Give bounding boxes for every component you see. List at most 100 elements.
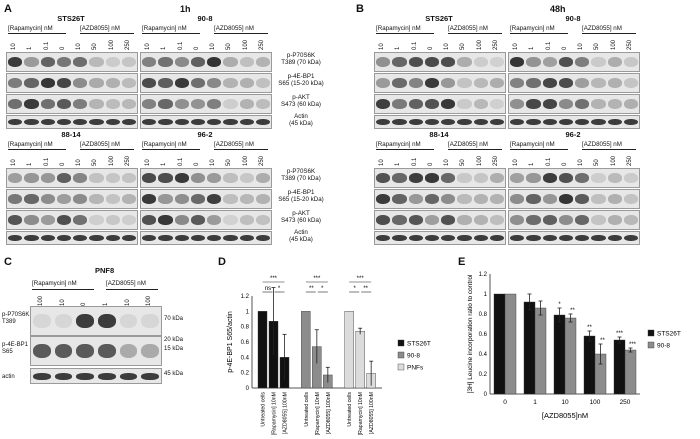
sig-label-left: ns <box>265 286 271 292</box>
blot-band <box>575 172 590 184</box>
lane-tick: 10 <box>76 159 83 166</box>
lane-tick: 50 <box>92 43 99 50</box>
blot-band <box>223 118 238 126</box>
lane-tick: 10 <box>379 43 386 50</box>
blot-band <box>121 214 136 226</box>
legend-swatch <box>647 341 655 349</box>
blot-band <box>542 98 557 110</box>
blot-band <box>239 214 254 226</box>
blot-band <box>457 234 472 242</box>
lane-tick: 1 <box>529 162 536 166</box>
y-tick-label: 0.6 <box>241 340 250 346</box>
lane-tick: 250 <box>258 39 265 50</box>
bar <box>257 311 268 389</box>
row-label: actin <box>2 374 15 381</box>
blot-strip <box>140 231 272 245</box>
blot-band <box>190 234 205 242</box>
y-tick-label: 0.6 <box>479 332 488 338</box>
blot-band <box>121 118 136 126</box>
blot-band <box>408 214 423 226</box>
row-label-detail: S473 (60 kDa) <box>281 217 321 225</box>
blot-band <box>441 56 456 68</box>
rapamycin-label: [Rapamycin] nM <box>8 25 53 32</box>
kda-label: 20 kDa <box>164 337 184 343</box>
blot-band <box>542 193 557 205</box>
legend-swatch <box>397 339 405 347</box>
lane-tick: 10 <box>210 159 217 166</box>
blot-band <box>239 118 254 126</box>
cell-line-title: 88-14 <box>61 130 81 139</box>
blot-band <box>8 56 23 68</box>
bar <box>355 331 365 389</box>
blot-strip <box>140 115 272 129</box>
azd8055-label: [AZD8055] nM <box>214 141 254 148</box>
lane-tick: 100 <box>610 39 617 50</box>
blot-band <box>8 77 23 89</box>
blot-strip <box>508 168 640 188</box>
blot-band <box>73 118 88 126</box>
rapamycin-label: [Rapamycin] nM <box>510 141 555 148</box>
blot-band <box>121 77 136 89</box>
y-tick-label: 0.2 <box>479 372 488 378</box>
rapamycin-label: [Rapamycin] nM <box>510 25 555 32</box>
lane-tick: 50 <box>460 159 467 166</box>
blot-band <box>158 118 173 126</box>
blot-band <box>489 77 504 89</box>
blot-band <box>105 98 120 110</box>
panel-c-azd-line <box>106 289 158 290</box>
row-label-protein: Actin <box>294 229 308 236</box>
blot-band <box>441 234 456 242</box>
row-label-protein: p-4E-BP1 <box>287 73 315 80</box>
lane-tick: 100 <box>242 39 249 50</box>
blot-strip <box>6 210 138 230</box>
lane-tick: 250 <box>258 155 265 166</box>
legend-label: PNFs <box>407 365 424 372</box>
blot-band <box>575 234 590 242</box>
row-label-detail: (45 kDa) <box>289 236 313 244</box>
blot-band <box>142 77 157 89</box>
blot-band <box>575 98 590 110</box>
blot-band <box>441 172 456 184</box>
blot-band <box>105 193 120 205</box>
blot-band <box>376 234 391 242</box>
lane-tick: 1 <box>27 46 34 50</box>
blot-band <box>376 98 391 110</box>
lane-tick: 10 <box>379 159 386 166</box>
blot-band <box>207 234 222 242</box>
blot-band <box>392 56 407 68</box>
cell-line-title: 96-2 <box>565 130 581 139</box>
blot-band <box>510 172 525 184</box>
blot-band <box>207 77 222 89</box>
blot-band <box>105 56 120 68</box>
row-label-detail: T389 (70 kDa) <box>281 175 321 183</box>
lane-tick: 250 <box>492 39 499 50</box>
blot-band <box>105 172 120 184</box>
blot-band <box>8 118 23 126</box>
row-label: p-4E-BP1 S65 (15-20 kDa) <box>272 73 330 88</box>
row-label-detail: S65 <box>2 349 13 355</box>
lane-tick: 100 <box>242 155 249 166</box>
blot-band <box>174 214 189 226</box>
blot-band <box>223 77 238 89</box>
bar <box>624 349 637 395</box>
blot-band <box>376 118 391 126</box>
bar <box>504 293 517 395</box>
lane-tick: 250 <box>124 155 131 166</box>
panel-a-letter: A <box>4 3 12 15</box>
lane-tick: 1 <box>395 46 402 50</box>
blot-band <box>408 234 423 242</box>
bar <box>553 314 566 395</box>
blot-band <box>457 172 472 184</box>
blot-band <box>591 193 606 205</box>
blot-strip <box>6 73 138 93</box>
blot-strip <box>6 115 138 129</box>
azd8055-label: [AZD8055] nM <box>448 141 488 148</box>
sig-label-right: ** <box>363 286 368 292</box>
blot-band <box>223 234 238 242</box>
lane-tick: 0.1 <box>43 41 50 50</box>
blot-band <box>623 56 638 68</box>
blot-band <box>392 98 407 110</box>
blot-band <box>174 56 189 68</box>
row-label: p-4E-BP1 S65 (15-20 kDa) <box>272 189 330 204</box>
blot-strip <box>374 168 506 188</box>
